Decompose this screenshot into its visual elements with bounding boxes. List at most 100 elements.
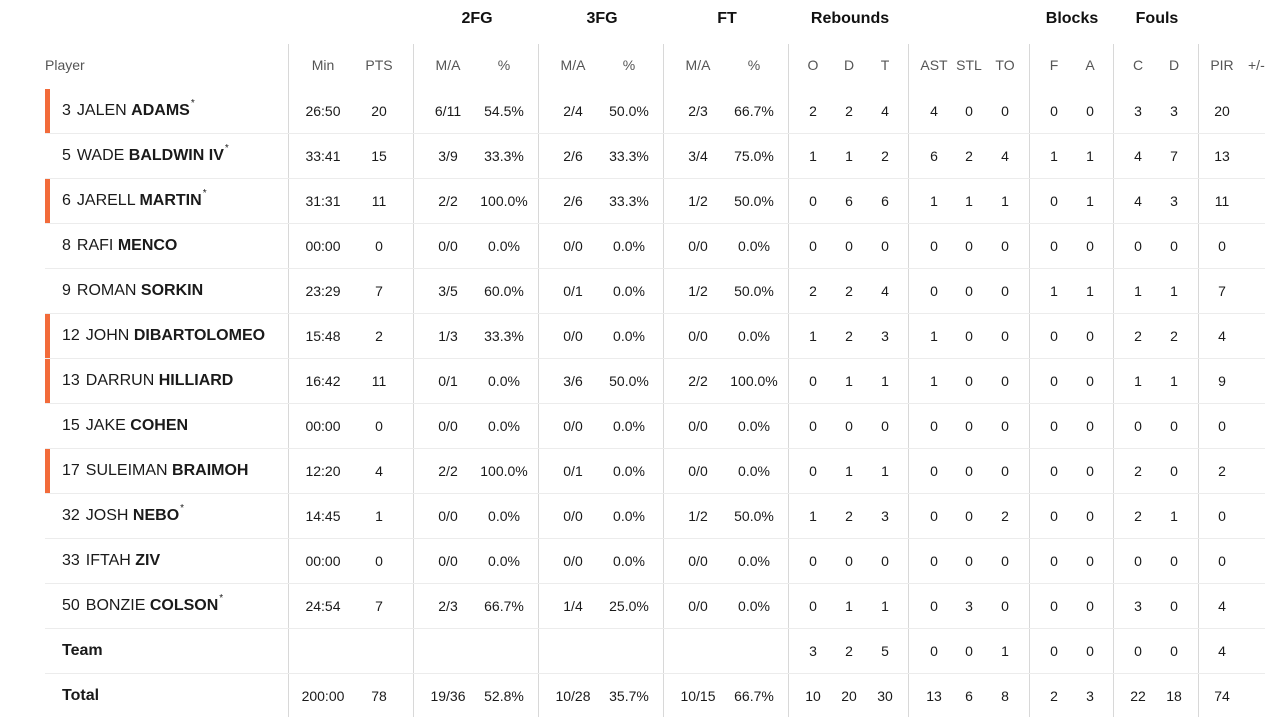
stat-foul-c: 2	[1134, 463, 1142, 479]
player-name[interactable]: 17 SULEIMAN BRAIMOH	[62, 449, 248, 493]
group-2fg-header: 2FG	[461, 10, 493, 27]
col-header-2fg-pct[interactable]: %	[497, 57, 511, 73]
col-header-reb-o[interactable]: O	[807, 57, 819, 73]
stat-ast: 1	[930, 193, 938, 209]
col-header-ft-ma[interactable]: M/A	[685, 57, 711, 73]
stat-pts: 20	[371, 103, 387, 119]
stat-reb-t: 1	[881, 373, 889, 389]
player-row[interactable]: 6 JARELL MARTIN* 31:31 11 2/2 100.0% 2/6 33.3% 1…	[45, 179, 1265, 224]
player-name[interactable]: 5 WADE BALDWIN IV*	[62, 134, 229, 178]
stat-foul-c: 2	[1134, 328, 1142, 344]
stat-foul-d: 0	[1170, 463, 1178, 479]
col-header-pts[interactable]: PTS	[365, 57, 393, 73]
stat-2fg-ma: 0/1	[438, 373, 458, 389]
stat-to: 0	[1001, 283, 1009, 299]
stat-2fg-ma: 19/36	[430, 688, 466, 704]
col-header-2fg-ma[interactable]: M/A	[435, 57, 461, 73]
player-last-name: ZIV	[135, 552, 161, 569]
stat-3fg-ma: 2/6	[563, 148, 583, 164]
player-name[interactable]: 33 IFTAH ZIV	[62, 539, 160, 583]
player-name[interactable]: 12 JOHN DIBARTOLOMEO	[62, 314, 265, 358]
stat-reb-d: 0	[845, 418, 853, 434]
stat-reb-d: 2	[845, 103, 853, 119]
player-name[interactable]: 3 JALEN ADAMS*	[62, 89, 195, 133]
stat-ft-pct	[724, 629, 784, 673]
column-divider	[663, 44, 664, 717]
stat-2fg-pct: 66.7%	[484, 598, 524, 614]
stat-blk-a: 0	[1086, 418, 1094, 434]
stat-min: 31:31	[305, 193, 341, 209]
stat-3fg-pct: 50.0%	[609, 103, 649, 119]
stat-stl: 0	[965, 328, 973, 344]
player-row[interactable]: 50 BONZIE COLSON* 24:54 7 2/3 66.7% 1/4 25.0% 0/…	[45, 584, 1265, 629]
stat-3fg-ma: 2/6	[563, 193, 583, 209]
player-row[interactable]: 5 WADE BALDWIN IV* 33:41 15 3/9 33.3% 2/6 33.3%…	[45, 134, 1265, 179]
player-number: 6	[62, 192, 71, 209]
player-first-name: JOHN	[85, 327, 130, 344]
col-header-stl[interactable]: STL	[956, 57, 982, 73]
player-name[interactable]: 8 RAFI MENCO	[62, 224, 177, 268]
stat-foul-d: 1	[1170, 508, 1178, 524]
stat-foul-d: 0	[1170, 598, 1178, 614]
player-row[interactable]: 9 ROMAN SORKIN 23:29 7 3/5 60.0% 0/1 0.0% 1/2 50.…	[45, 269, 1265, 314]
stat-ast: 0	[930, 598, 938, 614]
col-header-plus-minus[interactable]: +/-	[1248, 57, 1265, 73]
stat-to: 1	[1001, 643, 1009, 659]
col-header-ast[interactable]: AST	[920, 57, 948, 73]
stat-pir: 11	[1214, 193, 1230, 209]
player-row[interactable]: 32 JOSH NEBO* 14:45 1 0/0 0.0% 0/0 0.0% 1/2 50.0%…	[45, 494, 1265, 539]
player-name[interactable]: 32 JOSH NEBO*	[62, 494, 184, 538]
stat-ast: 6	[930, 148, 938, 164]
stat-pts: 7	[375, 283, 383, 299]
col-header-3fg-pct[interactable]: %	[622, 57, 636, 73]
stat-reb-d: 2	[845, 328, 853, 344]
player-number: 15	[62, 417, 80, 434]
stat-pir: 4	[1218, 328, 1226, 344]
player-name[interactable]: 50 BONZIE COLSON*	[62, 584, 223, 628]
col-header-reb-d[interactable]: D	[843, 57, 855, 73]
col-header-to[interactable]: TO	[995, 57, 1015, 73]
player-row[interactable]: 3 JALEN ADAMS* 26:50 20 6/11 54.5% 2/4 50.0% 2/3…	[45, 89, 1265, 134]
stat-reb-o: 1	[809, 508, 817, 524]
player-number: 3	[62, 102, 71, 119]
player-first-name: WADE	[76, 147, 125, 164]
col-header-min[interactable]: Min	[311, 57, 335, 73]
stat-pts: 0	[375, 553, 383, 569]
stat-ft-ma	[668, 629, 728, 673]
player-row[interactable]: 15 JAKE COHEN 00:00 0 0/0 0.0% 0/0 0.0% 0/0 0.0% 0…	[45, 404, 1265, 449]
player-last-name: HILLIARD	[158, 372, 234, 389]
col-header-reb-t[interactable]: T	[880, 57, 890, 73]
stat-stl: 0	[965, 103, 973, 119]
player-name[interactable]: 6 JARELL MARTIN*	[62, 179, 207, 223]
player-row[interactable]: 13 DARRUN HILLIARD 16:42 11 0/1 0.0% 3/6 50.0% 2…	[45, 359, 1265, 404]
stat-blk-f: 0	[1050, 598, 1058, 614]
player-last-name: MARTIN	[139, 192, 202, 209]
player-row[interactable]: 33 IFTAH ZIV 00:00 0 0/0 0.0% 0/0 0.0% 0/0 0.0% 0 0…	[45, 539, 1265, 584]
player-row[interactable]: 12 JOHN DIBARTOLOMEO 15:48 2 1/3 33.3% 0/0 0.0%…	[45, 314, 1265, 359]
col-header-ft-pct[interactable]: %	[747, 57, 761, 73]
stat-pir: 13	[1214, 148, 1230, 164]
stat-pts: 2	[375, 328, 383, 344]
col-header-blk-f[interactable]: F	[1049, 57, 1059, 73]
col-header-foul-d[interactable]: D	[1168, 57, 1180, 73]
player-first-name: RAFI	[76, 237, 114, 254]
col-header-foul-c[interactable]: C	[1132, 57, 1144, 73]
stat-ft-ma: 1/2	[688, 508, 708, 524]
stat-ft-pct: 50.0%	[734, 283, 774, 299]
player-last-name: SORKIN	[140, 282, 204, 299]
column-divider	[288, 44, 289, 717]
player-number: 8	[62, 237, 71, 254]
stat-blk-a: 3	[1086, 688, 1094, 704]
stat-2fg-ma: 2/2	[438, 463, 458, 479]
player-row[interactable]: 8 RAFI MENCO 00:00 0 0/0 0.0% 0/0 0.0% 0/0 0.0% 0 0…	[45, 224, 1265, 269]
player-name[interactable]: 13 DARRUN HILLIARD	[62, 359, 233, 403]
player-name[interactable]: 9 ROMAN SORKIN	[62, 269, 203, 313]
stat-2fg-ma: 2/2	[438, 193, 458, 209]
col-header-pir[interactable]: PIR	[1210, 57, 1234, 73]
stat-blk-f: 0	[1050, 373, 1058, 389]
col-header-blk-a[interactable]: A	[1085, 57, 1095, 73]
player-row[interactable]: 17 SULEIMAN BRAIMOH 12:20 4 2/2 100.0% 0/1 0.0%…	[45, 449, 1265, 494]
col-header-3fg-ma[interactable]: M/A	[560, 57, 586, 73]
player-name[interactable]: 15 JAKE COHEN	[62, 404, 188, 448]
col-header-player[interactable]: Player	[45, 57, 85, 73]
